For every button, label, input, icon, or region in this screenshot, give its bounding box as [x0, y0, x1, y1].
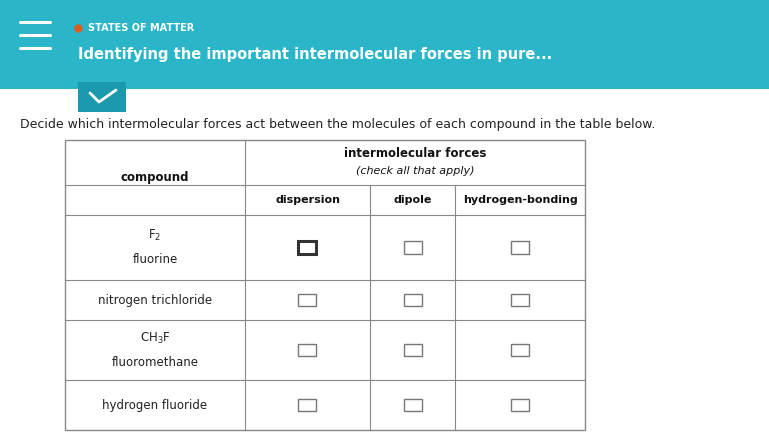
- Bar: [404, 399, 421, 412]
- Bar: [298, 241, 317, 254]
- Bar: [511, 241, 529, 254]
- Bar: [404, 293, 421, 307]
- Text: (check all that apply): (check all that apply): [356, 166, 474, 176]
- Bar: [511, 399, 529, 412]
- Text: hydrogen-bonding: hydrogen-bonding: [463, 195, 578, 205]
- Text: F$_2$: F$_2$: [148, 228, 161, 243]
- Text: fluorine: fluorine: [132, 253, 178, 266]
- Text: dipole: dipole: [393, 195, 431, 205]
- Bar: [404, 241, 421, 254]
- Text: CH$_3$F: CH$_3$F: [140, 330, 171, 346]
- Text: Decide which intermolecular forces act between the molecules of each compound in: Decide which intermolecular forces act b…: [20, 118, 655, 131]
- Text: dispersion: dispersion: [275, 195, 340, 205]
- Bar: [404, 344, 421, 356]
- Text: intermolecular forces: intermolecular forces: [344, 147, 486, 160]
- Bar: [511, 344, 529, 356]
- Bar: [511, 293, 529, 307]
- Text: STATES OF MATTER: STATES OF MATTER: [88, 23, 195, 33]
- Text: Identifying the important intermolecular forces in pure...: Identifying the important intermolecular…: [78, 48, 552, 62]
- Text: nitrogen trichloride: nitrogen trichloride: [98, 293, 212, 307]
- Bar: [298, 293, 317, 307]
- Text: hydrogen fluoride: hydrogen fluoride: [102, 399, 208, 412]
- Bar: [298, 344, 317, 356]
- Text: fluoromethane: fluoromethane: [112, 355, 198, 368]
- Bar: [78, 82, 126, 112]
- Text: compound: compound: [121, 171, 189, 184]
- Bar: [0, 0, 769, 89]
- Bar: [65, 140, 585, 430]
- Bar: [298, 399, 317, 412]
